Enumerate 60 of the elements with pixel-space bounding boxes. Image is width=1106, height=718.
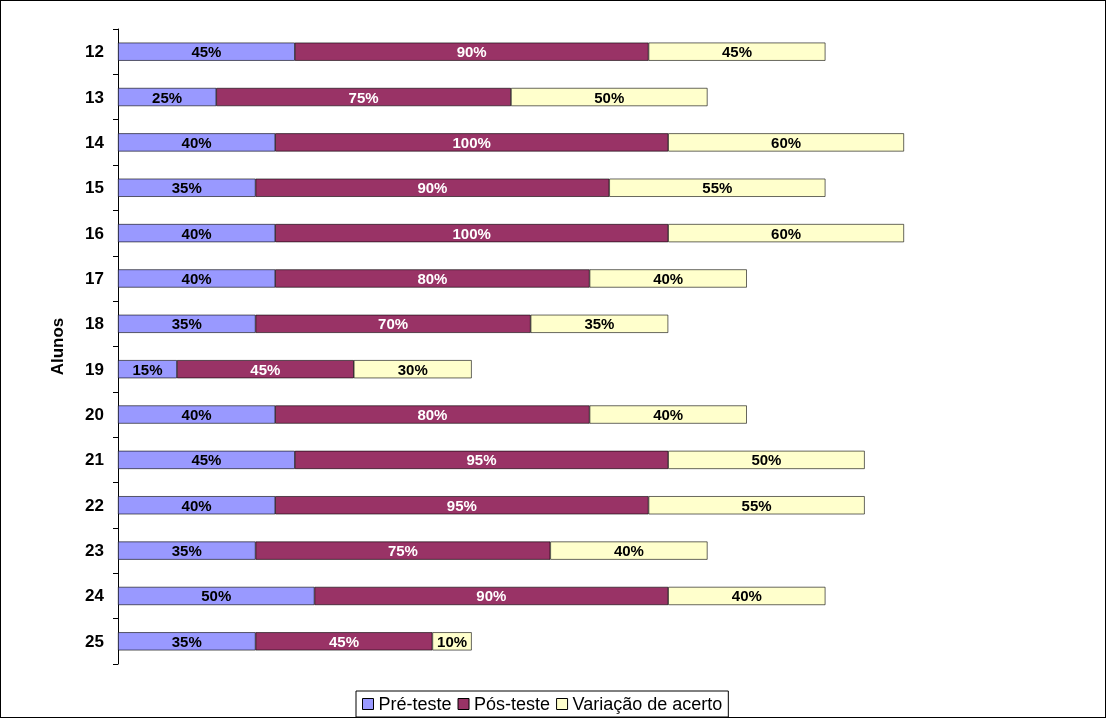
data-label: 45%	[250, 360, 281, 378]
data-label: 35%	[584, 315, 615, 333]
data-label: 50%	[201, 587, 232, 605]
data-label: 75%	[348, 88, 379, 106]
data-label: 75%	[387, 542, 418, 560]
data-label: 35%	[171, 179, 202, 197]
data-label: 45%	[328, 632, 359, 650]
y-tick-label: 13	[85, 87, 104, 107]
data-label: 80%	[417, 406, 448, 424]
y-tick-label: 21	[85, 450, 104, 470]
data-label: 10%	[437, 632, 468, 650]
y-tick-label: 17	[85, 268, 104, 288]
legend-label: Pré-teste	[378, 694, 452, 714]
y-tick-label: 12	[85, 42, 104, 62]
legend-label: Variação de acerto	[572, 694, 723, 714]
data-label: 40%	[181, 496, 212, 514]
data-label: 90%	[476, 587, 507, 605]
y-tick-label: 24	[85, 586, 105, 606]
data-label: 100%	[452, 133, 491, 151]
y-tick-label: 15	[85, 178, 104, 198]
data-label: 95%	[466, 451, 497, 469]
data-label: 70%	[378, 315, 409, 333]
data-label: 100%	[452, 224, 491, 242]
data-label: 45%	[721, 43, 752, 61]
y-tick-label: 23	[85, 541, 104, 561]
legend-label: Pós-teste	[474, 694, 551, 714]
data-label: 90%	[417, 179, 448, 197]
data-label: 90%	[456, 43, 487, 61]
data-label: 40%	[181, 224, 212, 242]
y-axis-title: Alunos	[48, 317, 67, 376]
data-label: 45%	[191, 451, 222, 469]
data-label: 50%	[751, 451, 782, 469]
data-label: 25%	[152, 88, 183, 106]
y-tick-label: 22	[85, 495, 104, 515]
data-label: 60%	[771, 133, 802, 151]
data-label: 50%	[594, 88, 625, 106]
y-tick-label: 14	[85, 132, 105, 152]
data-label: 55%	[702, 179, 733, 197]
y-tick-label: 19	[85, 359, 104, 379]
data-label: 40%	[613, 542, 644, 560]
data-label: 55%	[741, 496, 772, 514]
data-label: 60%	[771, 224, 802, 242]
data-label: 45%	[191, 43, 222, 61]
data-label: 40%	[731, 587, 762, 605]
data-label: 35%	[171, 315, 202, 333]
data-label: 40%	[181, 133, 212, 151]
y-tick-label: 18	[85, 314, 104, 334]
data-label: 35%	[171, 632, 202, 650]
data-label: 80%	[417, 269, 448, 287]
data-label: 40%	[181, 406, 212, 424]
data-label: 40%	[181, 269, 212, 287]
data-label: 40%	[653, 406, 684, 424]
y-tick-label: 25	[85, 631, 104, 651]
y-tick-label: 16	[85, 223, 104, 243]
data-label: 30%	[397, 360, 428, 378]
data-label: 95%	[446, 496, 477, 514]
data-label: 40%	[653, 269, 684, 287]
y-tick-label: 20	[85, 405, 104, 425]
data-label: 15%	[132, 360, 163, 378]
data-label: 35%	[171, 542, 202, 560]
